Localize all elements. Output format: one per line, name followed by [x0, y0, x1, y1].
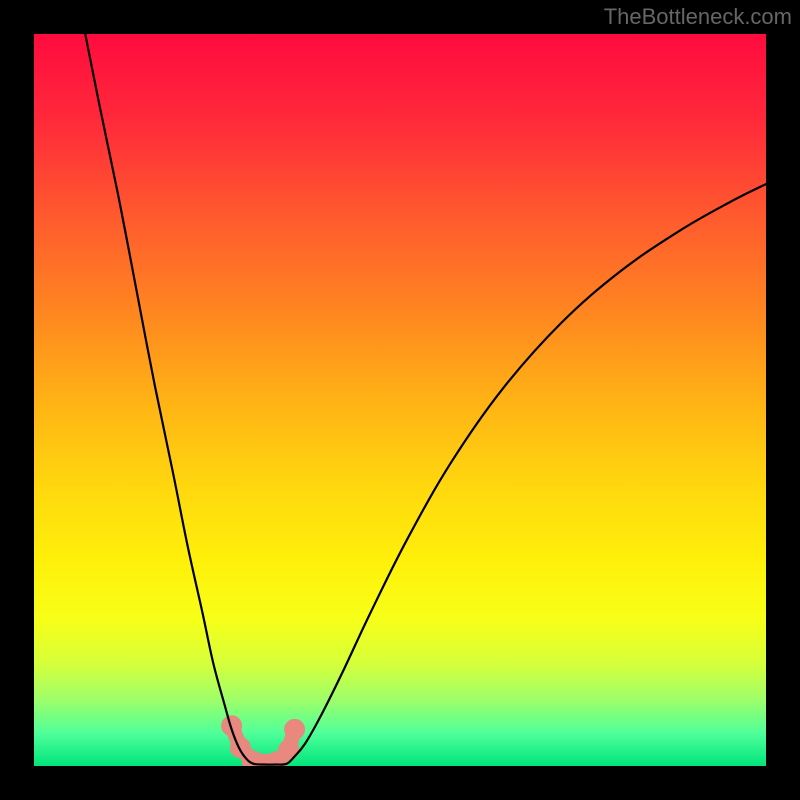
- marker-point: [279, 740, 299, 760]
- gradient-background: [34, 34, 766, 766]
- figure-root: TheBottleneck.com: [0, 0, 800, 800]
- watermark-text: TheBottleneck.com: [604, 4, 792, 30]
- plot-area: [34, 34, 766, 766]
- marker-point: [285, 719, 305, 739]
- plot-svg: [34, 34, 766, 766]
